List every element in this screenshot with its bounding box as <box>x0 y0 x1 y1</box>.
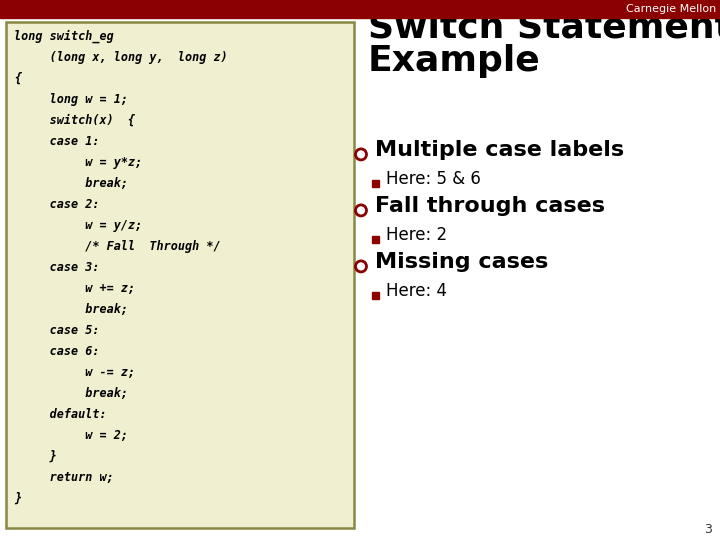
Text: Switch Statement: Switch Statement <box>368 10 720 44</box>
Text: case 3:: case 3: <box>14 261 99 274</box>
Text: long w = 1;: long w = 1; <box>14 93 128 106</box>
Text: case 6:: case 6: <box>14 345 99 358</box>
Text: Example: Example <box>368 44 541 78</box>
Text: 3: 3 <box>704 523 712 536</box>
Text: long switch_eg: long switch_eg <box>14 30 114 43</box>
Text: default:: default: <box>14 408 107 421</box>
Text: }: } <box>14 492 21 505</box>
Text: w = y*z;: w = y*z; <box>14 156 143 169</box>
Text: Multiple case labels: Multiple case labels <box>375 140 624 160</box>
Text: w = y/z;: w = y/z; <box>14 219 143 232</box>
Text: Missing cases: Missing cases <box>375 252 548 272</box>
Text: w += z;: w += z; <box>14 282 135 295</box>
Text: w -= z;: w -= z; <box>14 366 135 379</box>
Text: (long x, long y,  long z): (long x, long y, long z) <box>14 51 228 64</box>
Text: break;: break; <box>14 303 128 316</box>
Text: Fall through cases: Fall through cases <box>375 196 605 216</box>
Bar <box>372 292 379 299</box>
Text: return w;: return w; <box>14 471 114 484</box>
Text: break;: break; <box>14 177 128 190</box>
Text: {: { <box>14 72 21 85</box>
Bar <box>0 0 720 18</box>
Text: }: } <box>14 450 57 463</box>
Bar <box>372 180 379 187</box>
Text: case 1:: case 1: <box>14 135 99 148</box>
Text: /* Fall  Through */: /* Fall Through */ <box>14 240 220 253</box>
Text: case 5:: case 5: <box>14 324 99 337</box>
Text: switch(x)  {: switch(x) { <box>14 114 135 127</box>
Text: Carnegie Mellon: Carnegie Mellon <box>626 4 716 14</box>
Bar <box>372 236 379 243</box>
Text: Here: 4: Here: 4 <box>386 282 447 300</box>
Text: case 2:: case 2: <box>14 198 99 211</box>
FancyBboxPatch shape <box>6 22 354 528</box>
Text: w = 2;: w = 2; <box>14 429 128 442</box>
Text: Here: 5 & 6: Here: 5 & 6 <box>386 170 481 188</box>
Text: break;: break; <box>14 387 128 400</box>
Text: Here: 2: Here: 2 <box>386 226 447 244</box>
